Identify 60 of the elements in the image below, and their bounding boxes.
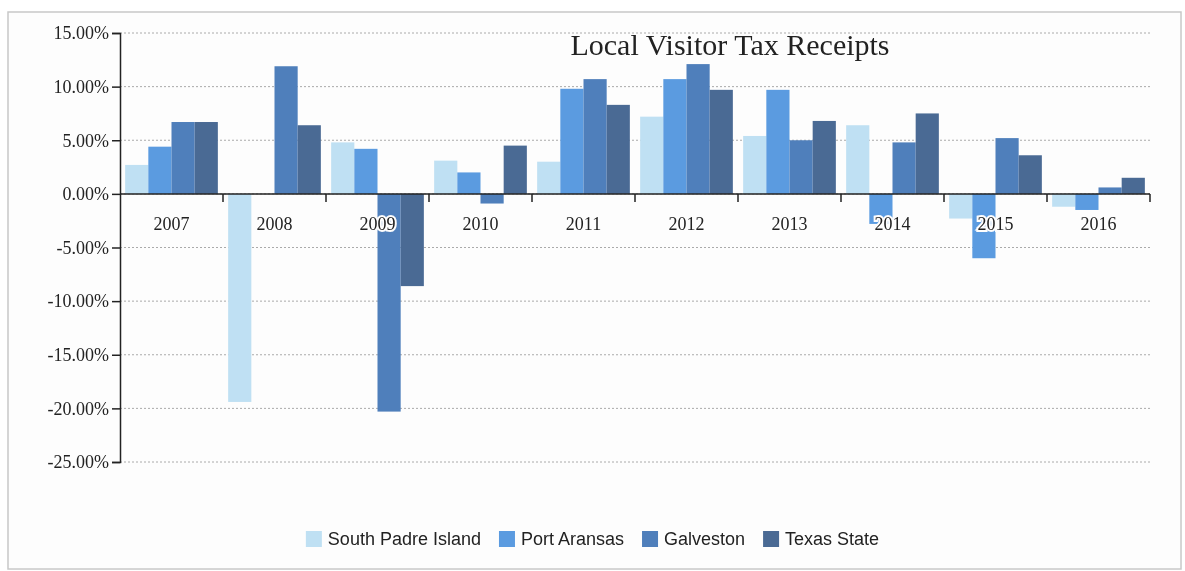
y-tick-label: -5.00% (56, 237, 109, 258)
legend-label: Galveston (664, 529, 746, 549)
bar (434, 160, 458, 194)
bar (503, 145, 527, 194)
bar (148, 146, 172, 194)
y-tick-label: 15.00% (53, 23, 109, 44)
x-tick-label: 2011 (565, 213, 602, 234)
bar (789, 140, 813, 194)
y-tick-label: -20.00% (47, 398, 109, 419)
y-tick-label: -25.00% (47, 452, 109, 473)
bar (480, 193, 504, 204)
bar (1052, 193, 1076, 207)
bar (1098, 187, 1122, 194)
x-tick-label: 2015 (977, 213, 1014, 234)
bar (297, 125, 321, 194)
bar (709, 89, 733, 194)
bar (457, 172, 481, 194)
bar (331, 142, 355, 194)
bar (743, 135, 767, 194)
chart-title: Local Visitor Tax Receipts (570, 28, 890, 61)
bar (194, 122, 218, 194)
y-tick-label: -15.00% (47, 345, 109, 366)
y-tick-label: -10.00% (47, 291, 109, 312)
bar (846, 125, 870, 194)
bar (915, 113, 939, 194)
bar (949, 193, 973, 219)
x-tick-label: 2008 (256, 213, 293, 234)
y-tick-label: 0.00% (62, 184, 109, 205)
legend-label: Texas State (785, 529, 880, 549)
x-tick-label: 2014 (874, 213, 911, 234)
bar (537, 161, 561, 194)
bar (228, 193, 252, 402)
bar (171, 122, 195, 194)
bar (892, 142, 916, 194)
x-tick-label: 2016 (1080, 213, 1117, 234)
bar (606, 104, 630, 194)
y-tick-label: 5.00% (62, 130, 109, 151)
bar (812, 120, 836, 194)
bar (766, 89, 790, 194)
x-tick-label: 2012 (668, 213, 705, 234)
bar (640, 116, 664, 194)
bar (686, 64, 710, 194)
bar (125, 164, 149, 194)
bar (354, 148, 378, 194)
bar (400, 193, 424, 287)
x-tick-label: 2009 (359, 213, 396, 234)
bar (583, 79, 607, 194)
x-tick-label: 2013 (771, 213, 808, 234)
x-tick-label: 2010 (462, 213, 499, 234)
bar (1075, 193, 1099, 210)
y-tick-label: 10.00% (53, 76, 109, 97)
legend-label: Port Aransas (520, 529, 625, 549)
bar (560, 88, 584, 194)
x-tick-label: 2007 (153, 213, 190, 234)
legend-label: South Padre Island (327, 529, 481, 549)
bar (1018, 155, 1042, 194)
bar (995, 138, 1019, 194)
bar (663, 79, 687, 194)
bar (274, 66, 298, 194)
bar (1121, 177, 1145, 194)
